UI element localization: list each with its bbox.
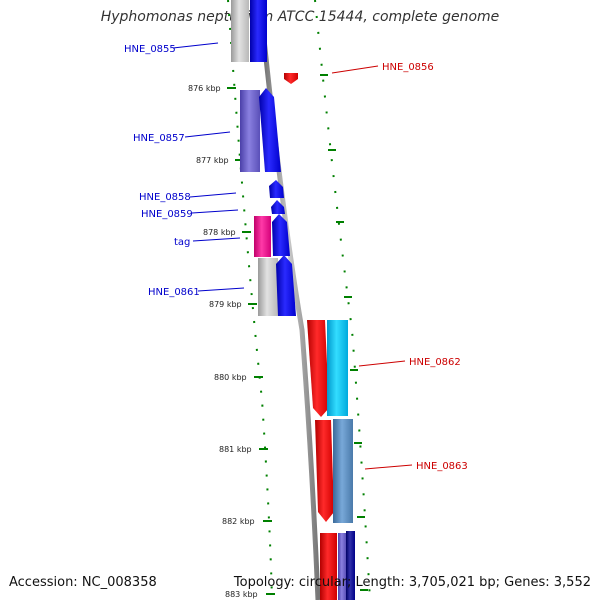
right-ruler-dots: [314, 0, 371, 600]
feature-hne0863-red[interactable]: [315, 420, 334, 522]
feature-hne0858[interactable]: [269, 180, 284, 198]
tick-label-876: 876 kbp: [188, 84, 221, 93]
tick-label-883: 883 kbp: [225, 590, 258, 599]
label-hne0856[interactable]: HNE_0856: [382, 62, 434, 73]
feature-hne0862-red[interactable]: [307, 320, 329, 417]
accession-text: Accession: NC_008358: [9, 575, 157, 590]
feature-tag[interactable]: [254, 216, 271, 257]
feature-hne0861[interactable]: [276, 255, 296, 316]
label-hne0857[interactable]: HNE_0857: [133, 133, 185, 144]
label-hne0863[interactable]: HNE_0863: [416, 461, 468, 472]
feature-red-bottom[interactable]: [320, 533, 337, 600]
left-ruler-dots: [227, 0, 273, 600]
feature-navy-bottom[interactable]: [346, 531, 355, 600]
label-hne0855[interactable]: HNE_0855: [124, 44, 176, 55]
label-hne0861[interactable]: HNE_0861: [148, 287, 200, 298]
tick-label-880: 880 kbp: [214, 373, 247, 382]
feature-tag-partner[interactable]: [272, 214, 290, 256]
label-hne0859[interactable]: HNE_0859: [141, 209, 193, 220]
feature-hne0859[interactable]: [271, 200, 285, 214]
feature-purple-bottom[interactable]: [338, 533, 346, 600]
tick-label-877: 877 kbp: [196, 156, 229, 165]
feature-gray-0861[interactable]: [258, 258, 278, 316]
tick-label-878: 878 kbp: [203, 228, 236, 237]
feature-hne0856[interactable]: [284, 73, 298, 84]
label-tag[interactable]: tag: [174, 237, 190, 248]
feature-purple-0857[interactable]: [240, 90, 260, 172]
map-title: Hyphomonas neptunium ATCC 15444, complet…: [100, 9, 500, 25]
feature-hne0857[interactable]: [259, 88, 281, 172]
label-hne0858[interactable]: HNE_0858: [139, 192, 191, 203]
label-connectors: [172, 42, 413, 470]
tick-label-882: 882 kbp: [222, 517, 255, 526]
feature-gray-top[interactable]: [231, 0, 249, 62]
label-hne0862[interactable]: HNE_0862: [409, 357, 461, 368]
topology-summary: Topology: circular; Length: 3,705,021 bp…: [233, 575, 591, 590]
feature-hne0862-cyan[interactable]: [327, 320, 348, 416]
tick-label-881: 881 kbp: [219, 445, 252, 454]
feature-hne0855[interactable]: [250, 0, 267, 62]
tick-label-879: 879 kbp: [209, 300, 242, 309]
feature-hne0863-steel[interactable]: [333, 419, 353, 523]
